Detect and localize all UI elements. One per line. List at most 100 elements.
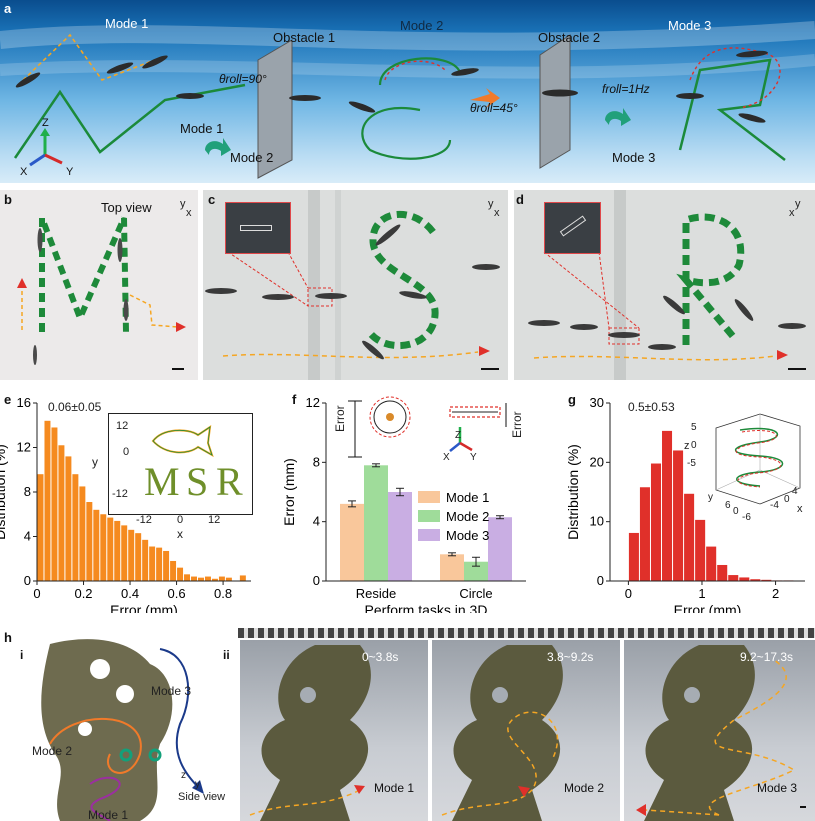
panel-d-photo: d y x <box>514 190 815 380</box>
histogram-bar <box>184 574 191 581</box>
g-inset-helix <box>715 413 801 505</box>
y-tick-label: 0 <box>597 573 604 588</box>
y-tick-label: 20 <box>590 454 604 469</box>
histogram-bar <box>51 427 58 581</box>
y-tick-label: 10 <box>590 514 604 529</box>
g-ytick-6: 6 <box>725 500 731 511</box>
e-inset-ytick-12: 12 <box>116 420 129 432</box>
x-tick-label: 1 <box>698 586 705 601</box>
e-inset-xtick-0: 0 <box>177 514 184 526</box>
histogram-bar <box>114 520 121 581</box>
legend-swatch <box>418 491 440 503</box>
d-ax-y: y <box>795 198 801 210</box>
theta-roll-45: θroll=45° <box>470 101 518 115</box>
e-letter-s: S <box>186 459 209 504</box>
histogram-bar <box>673 450 684 581</box>
h-frame-2-scene <box>441 645 563 821</box>
sub-label-i: i <box>20 648 24 662</box>
histogram-bar <box>128 529 135 581</box>
y-axis-title: Distribution (%) <box>565 444 581 540</box>
histogram-bar <box>142 539 149 581</box>
histogram-bar <box>37 474 44 581</box>
g-ztick-0: 0 <box>691 440 697 451</box>
x-tick-label: 0 <box>625 586 632 601</box>
histogram-bar <box>170 560 177 581</box>
legend-label: Mode 3 <box>446 528 489 543</box>
to-mode3: Mode 3 <box>612 150 656 165</box>
g-ytick-neg6: -6 <box>742 512 751 523</box>
h-frame-3: 9.2~17.3s Mode 3 <box>624 640 815 821</box>
histogram-bar <box>191 576 197 581</box>
x-tick-label: 0 <box>33 586 40 601</box>
histogram-bar <box>239 575 246 581</box>
histogram-bar <box>163 550 170 581</box>
x-tick-label: 2 <box>772 586 779 601</box>
f-axis-z: Z <box>455 430 462 441</box>
x-axis-title: Perform tasks in 3D <box>365 602 488 613</box>
bar-mode1-circle <box>440 554 464 581</box>
legend-swatch <box>418 529 440 541</box>
y-tick-label: 4 <box>313 514 320 529</box>
histogram-bar <box>684 493 695 581</box>
x-axis-title: Error (mm) <box>110 602 178 613</box>
x-tick-label: 0.6 <box>168 586 186 601</box>
y-tick-label: 8 <box>24 484 31 499</box>
e-inset-drawing <box>151 424 214 458</box>
legend-label: Mode 2 <box>446 509 489 524</box>
sub-label-ii: ii <box>223 648 230 662</box>
histogram-bar <box>728 575 739 581</box>
mode3-title: Mode 3 <box>668 18 712 33</box>
f-axis-x: X <box>443 452 450 463</box>
g-xtick-0: 0 <box>784 494 790 505</box>
panel-d-scene <box>528 190 806 380</box>
h-frame-1: 0~3.8s Mode 1 <box>240 640 428 821</box>
y-tick-label: 0 <box>24 573 31 588</box>
bar-mode2-reside <box>364 465 388 581</box>
h-frame-3-scene <box>636 645 796 821</box>
bar-mode3-circle <box>488 517 512 581</box>
histogram-bar <box>79 486 86 581</box>
mode2-title: Mode 2 <box>400 18 444 33</box>
f-error-label-right: Error <box>510 411 524 438</box>
g-ylabel-side: y <box>708 492 713 503</box>
panel-label-c: c <box>208 192 216 207</box>
mode1-inline: Mode 1 <box>180 121 224 136</box>
category-label: Reside <box>356 586 396 601</box>
y-tick-label: 16 <box>17 395 31 410</box>
h-i-scene <box>41 639 204 821</box>
c-inset <box>225 202 291 254</box>
f-roll: froll=1Hz <box>602 82 650 96</box>
panel-label-h: h <box>4 630 12 645</box>
d-inset <box>544 202 601 254</box>
e-inset-ytick-0: 0 <box>123 446 130 458</box>
legend-label: Mode 1 <box>446 490 489 505</box>
histogram-bar <box>72 474 79 581</box>
h-i-ax-y: y <box>195 779 200 790</box>
panel-label-a: a <box>4 1 12 16</box>
y-tick-label: 12 <box>17 440 31 455</box>
histogram-bar <box>107 517 114 581</box>
h-i-mode2: Mode 2 <box>32 744 73 758</box>
g-ztick-neg5: -5 <box>687 458 696 469</box>
panel-label-e: e <box>4 392 12 407</box>
histogram-bar <box>750 579 761 581</box>
histogram-bar <box>739 577 750 581</box>
obstacle2-label: Obstacle 2 <box>538 30 601 45</box>
axis-z: Z <box>42 117 49 129</box>
histogram-bar <box>149 546 156 581</box>
f-inset-drawing <box>348 396 507 458</box>
x-axis-title: Error (mm) <box>674 602 742 613</box>
panel-label-f: f <box>292 392 297 407</box>
histogram-bar <box>211 578 218 581</box>
y-axis-title: Error (mm) <box>281 458 297 526</box>
e-inset-ytick-neg12: -12 <box>112 488 128 500</box>
frame-1-time: 0~3.8s <box>362 650 399 664</box>
bar-mode1-reside <box>340 503 364 581</box>
f-error-label-left: Error <box>333 405 347 432</box>
histogram-bar <box>695 519 706 581</box>
histogram-bar <box>628 532 639 581</box>
bar-mode2-circle <box>464 561 488 581</box>
theta-roll-90: θroll=90° <box>219 72 267 86</box>
h-i-mode1: Mode 1 <box>88 808 129 821</box>
g-xtick-4: 4 <box>792 486 798 497</box>
